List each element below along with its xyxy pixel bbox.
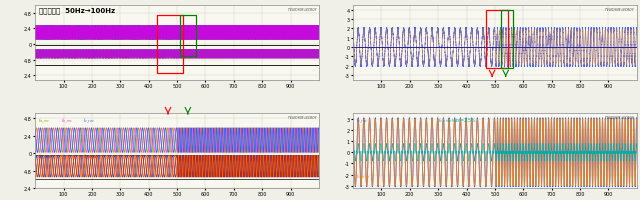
Text: TELEDYNE LECROY: TELEDYNE LECROY (287, 115, 316, 119)
Text: $i_{a\_mea}$: $i_{a\_mea}$ (38, 152, 52, 160)
Bar (486, 11, 508, 69)
Text: TELEDYNE LECROY: TELEDYNE LECROY (287, 7, 316, 11)
Text: $i_{b\_rec}$: $i_{b\_rec}$ (61, 116, 74, 125)
Text: $i_{b\_mea}$: $i_{b\_mea}$ (61, 152, 76, 160)
Text: $i_{c\_rec}$: $i_{c\_rec}$ (356, 116, 368, 125)
Bar (157, 16, 183, 74)
Text: $i_{c\_errorMAX}$=2.5%: $i_{c\_errorMAX}$=2.5% (438, 116, 477, 125)
Text: $i_{a\_rec}$: $i_{a\_rec}$ (38, 116, 51, 125)
Text: 频率突增：  50Hz→100Hz: 频率突增： 50Hz→100Hz (40, 7, 116, 14)
Text: $i_{c\_mea}$: $i_{c\_mea}$ (83, 152, 98, 160)
Text: TELEDYNE LECROY: TELEDYNE LECROY (605, 115, 634, 119)
Text: $i_{c\_mea}$: $i_{c\_mea}$ (356, 172, 370, 180)
Bar (500, 11, 513, 69)
Text: $i_{c\_rec}$: $i_{c\_rec}$ (83, 116, 96, 125)
Bar (180, 16, 196, 56)
Text: TELEDYNE LECROY: TELEDYNE LECROY (605, 7, 634, 11)
